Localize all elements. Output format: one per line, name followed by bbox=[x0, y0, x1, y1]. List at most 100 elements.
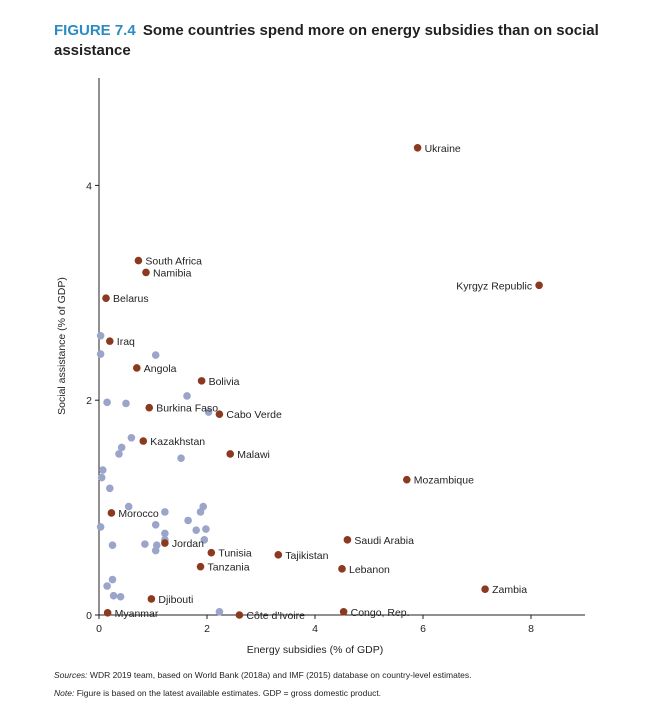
data-label: Tanzania bbox=[208, 562, 250, 574]
data-point-other bbox=[109, 591, 118, 600]
data-point-other bbox=[103, 582, 111, 590]
x-tick-label: 8 bbox=[528, 623, 534, 635]
data-point-labeled bbox=[196, 562, 205, 571]
sources-text: WDR 2019 team, based on World Bank (2018… bbox=[89, 670, 472, 680]
data-point-labeled bbox=[142, 268, 150, 277]
data-point-labeled bbox=[339, 607, 348, 616]
data-point-other bbox=[96, 331, 105, 340]
data-label: Malawi bbox=[237, 449, 270, 461]
data-point-other bbox=[202, 525, 210, 533]
data-point-labeled bbox=[139, 437, 148, 445]
data-point-other bbox=[96, 523, 105, 531]
data-label: Congo, Rep. bbox=[351, 607, 410, 619]
data-point-labeled bbox=[413, 144, 422, 152]
data-point-other bbox=[192, 526, 200, 534]
data-point-other bbox=[108, 541, 117, 549]
data-point-other bbox=[177, 454, 185, 462]
data-point-labeled bbox=[134, 256, 143, 265]
data-label: Saudi Arabia bbox=[354, 535, 414, 547]
data-point-labeled bbox=[107, 509, 116, 517]
data-label: Morocco bbox=[118, 508, 158, 520]
data-point-other bbox=[108, 575, 117, 584]
data-point-labeled bbox=[147, 595, 156, 603]
data-label: Côte d'Ivoire bbox=[246, 610, 305, 622]
data-label: Kazakhstan bbox=[150, 436, 205, 448]
figure-number: FIGURE 7.4 bbox=[54, 22, 136, 39]
data-point-other bbox=[161, 529, 169, 538]
data-point-other bbox=[97, 473, 106, 482]
data-label: South Africa bbox=[145, 256, 202, 268]
other-countries-series bbox=[96, 331, 224, 616]
data-point-other bbox=[115, 450, 123, 458]
data-label: Zambia bbox=[492, 584, 527, 596]
data-point-other bbox=[183, 392, 191, 400]
x-axis-title: Energy subsidies (% of GDP) bbox=[247, 644, 384, 656]
figure-title-text: Some countries spend more on energy subs… bbox=[54, 22, 599, 59]
data-point-other bbox=[106, 484, 114, 493]
data-point-labeled bbox=[145, 403, 154, 412]
sources-label: Sources: bbox=[54, 670, 88, 680]
data-point-labeled bbox=[338, 565, 346, 573]
data-point-labeled bbox=[343, 536, 352, 544]
data-label: Kyrgyz Republic bbox=[456, 280, 532, 292]
data-point-labeled bbox=[103, 609, 112, 617]
data-label: Angola bbox=[144, 363, 177, 375]
data-point-labeled bbox=[235, 611, 244, 619]
data-label: Tunisia bbox=[218, 548, 252, 560]
y-axis-title: Social assistance (% of GDP) bbox=[56, 277, 68, 415]
x-tick-label: 2 bbox=[204, 623, 210, 635]
data-point-other bbox=[127, 433, 136, 442]
data-point-other bbox=[161, 508, 169, 516]
figure-title: FIGURE 7.4 Some countries spend more on … bbox=[54, 21, 614, 61]
data-label: Myanmar bbox=[115, 608, 159, 620]
data-point-labeled bbox=[133, 364, 141, 372]
data-point-other bbox=[124, 502, 133, 511]
data-point-labeled bbox=[481, 585, 489, 594]
data-label: Lebanon bbox=[349, 564, 390, 576]
data-point-other bbox=[141, 540, 149, 548]
data-point-other bbox=[122, 399, 130, 408]
data-label: Cabo Verde bbox=[226, 409, 282, 421]
data-point-labeled bbox=[161, 539, 169, 547]
data-point-other bbox=[117, 443, 126, 452]
data-label: Belarus bbox=[113, 293, 149, 305]
data-point-other bbox=[96, 350, 105, 358]
sources-note: Sources: WDR 2019 team, based on World B… bbox=[54, 670, 472, 680]
data-point-labeled bbox=[274, 551, 283, 559]
data-label: Ukraine bbox=[425, 143, 461, 155]
data-label: Bolivia bbox=[209, 376, 240, 388]
data-label: Namibia bbox=[153, 267, 192, 279]
data-point-labeled bbox=[535, 281, 543, 290]
data-point-labeled bbox=[102, 294, 110, 302]
data-point-other bbox=[103, 398, 111, 407]
data-point-other bbox=[200, 536, 209, 544]
data-label: Mozambique bbox=[414, 475, 474, 487]
data-point-other bbox=[151, 351, 160, 359]
x-tick-label: 0 bbox=[96, 623, 102, 635]
y-tick-label: 4 bbox=[86, 180, 92, 192]
data-label: Burkina Faso bbox=[156, 403, 218, 415]
x-tick-label: 6 bbox=[420, 623, 426, 635]
note-label: Note: bbox=[54, 688, 75, 698]
data-label: Tajikistan bbox=[285, 550, 328, 562]
data-point-labeled bbox=[403, 475, 411, 484]
data-label: Iraq bbox=[117, 336, 135, 348]
x-tick-label: 4 bbox=[312, 623, 318, 635]
data-point-other bbox=[184, 516, 192, 525]
data-point-other bbox=[204, 408, 213, 416]
data-point-other bbox=[151, 520, 160, 529]
data-point-labeled bbox=[197, 377, 206, 385]
data-point-other bbox=[151, 546, 160, 555]
chart-axes: 0 2 4 6 8 0 2 4 bbox=[86, 78, 585, 635]
y-tick-label: 0 bbox=[86, 610, 92, 622]
data-point-other bbox=[196, 508, 205, 516]
data-point-other bbox=[98, 466, 107, 474]
data-label: Jordan bbox=[172, 538, 204, 550]
data-point-other bbox=[215, 607, 224, 616]
data-point-labeled bbox=[207, 548, 216, 557]
data-point-labeled bbox=[215, 410, 224, 418]
y-tick-label: 2 bbox=[86, 395, 92, 407]
figure-note: Note: Figure is based on the latest avai… bbox=[54, 688, 381, 698]
